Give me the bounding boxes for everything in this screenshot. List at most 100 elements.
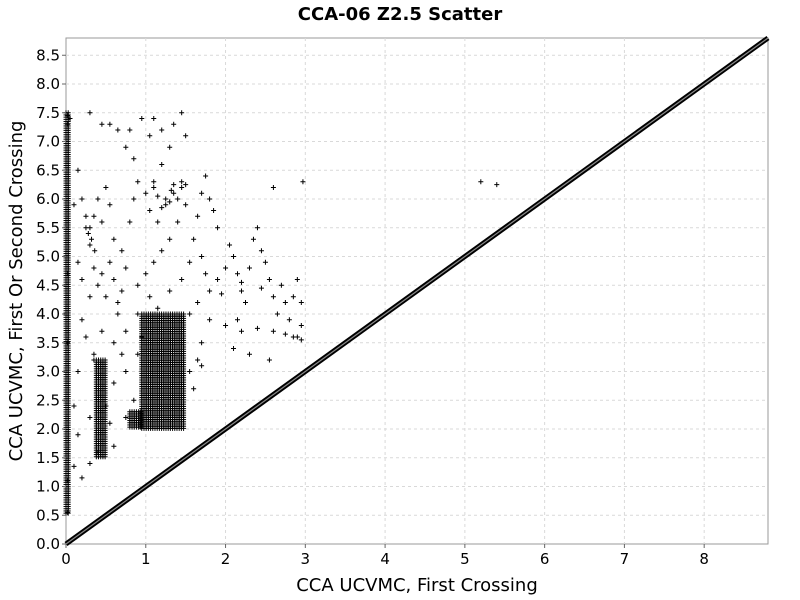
x-tick-label: 0 [61,550,71,568]
data-point [181,425,187,431]
data-point [254,225,260,231]
data-point [187,311,193,317]
data-point [231,346,237,351]
data-point [87,294,93,300]
data-point [262,259,268,265]
data-point [155,305,161,311]
data-point [143,271,149,277]
data-point [179,110,185,116]
data-point [258,285,264,291]
y-tick-label: 2.5 [36,391,60,409]
data-point [87,110,93,116]
data-point [163,202,169,208]
data-point [119,248,125,254]
data-point [111,340,117,346]
data-point [135,179,141,185]
reference-line [64,35,770,547]
data-point [246,265,252,271]
data-point [151,259,157,265]
data-point [151,185,157,190]
y-tick-label: 4.0 [36,305,60,323]
data-point [494,182,500,188]
data-point [87,461,93,466]
data-point [163,196,169,202]
data-point [143,190,149,196]
data-point [92,248,98,254]
data-point [139,334,145,340]
data-point [75,167,81,173]
data-point [195,300,201,305]
data-point [298,337,304,343]
data-point [95,449,101,455]
data-point [119,351,125,357]
data-point [167,236,173,242]
data-point [119,288,125,294]
y-tick-label: 7.5 [36,104,60,122]
data-point [219,291,225,297]
data-point [242,300,248,305]
data-point [83,213,89,219]
data-point [147,208,153,213]
data-point [75,432,81,438]
data-point [85,231,91,236]
data-point [75,369,81,374]
data-point [215,225,221,231]
data-point [95,282,101,288]
data-point [239,279,244,285]
x-axis-ticks: 0 1 2 3 4 5 6 7 8 [61,544,709,568]
data-point [103,185,109,190]
data-point [89,236,95,242]
data-point [195,357,201,363]
data-point [159,205,165,211]
data-point [191,236,197,242]
data-point [300,179,306,185]
data-point [211,208,217,213]
data-point [123,144,129,150]
chart-title: CCA-06 Z2.5 Scatter [298,4,503,25]
data-point [159,248,165,254]
x-tick-label: 1 [141,550,151,568]
data-point [199,190,205,196]
data-point [95,196,101,202]
data-point [131,397,137,403]
data-point [107,121,113,127]
data-point [99,121,105,127]
data-point [111,236,117,242]
data-point [227,242,233,248]
y-axis-ticks: 0.0 0.5 1.0 1.5 2.0 2.5 3.0 3.5 4.0 4.5 5.0 5.5 6.0 6… [36,46,66,553]
data-point [67,116,73,121]
y-axis-label: CCA UCVMC, First Or Second Crossing [6,121,27,462]
y-tick-label: 6.0 [36,190,60,208]
data-point [250,236,256,242]
data-point [151,116,157,121]
data-point [290,294,296,300]
x-tick-label: 5 [460,550,470,568]
data-point [79,317,85,323]
data-point [147,133,153,139]
data-point [155,219,161,225]
data-point [138,424,144,430]
data-point [83,334,89,340]
data-point [199,363,205,369]
data-point [282,300,288,305]
data-point [266,277,272,282]
data-point [71,403,77,409]
data-point [223,265,229,271]
data-point [175,219,181,225]
data-point [65,113,71,119]
data-point [258,248,264,254]
data-point [151,179,157,185]
data-point [199,254,205,259]
data-point [91,265,97,271]
data-point [123,369,129,374]
data-point [107,259,113,265]
data-point [195,213,201,219]
data-point [65,121,71,127]
y-tick-label: 6.5 [36,161,60,179]
data-point [91,213,97,219]
data-point [254,325,260,331]
y-tick-label: 8.5 [36,46,60,64]
data-point [175,196,181,202]
data-point [266,357,272,363]
